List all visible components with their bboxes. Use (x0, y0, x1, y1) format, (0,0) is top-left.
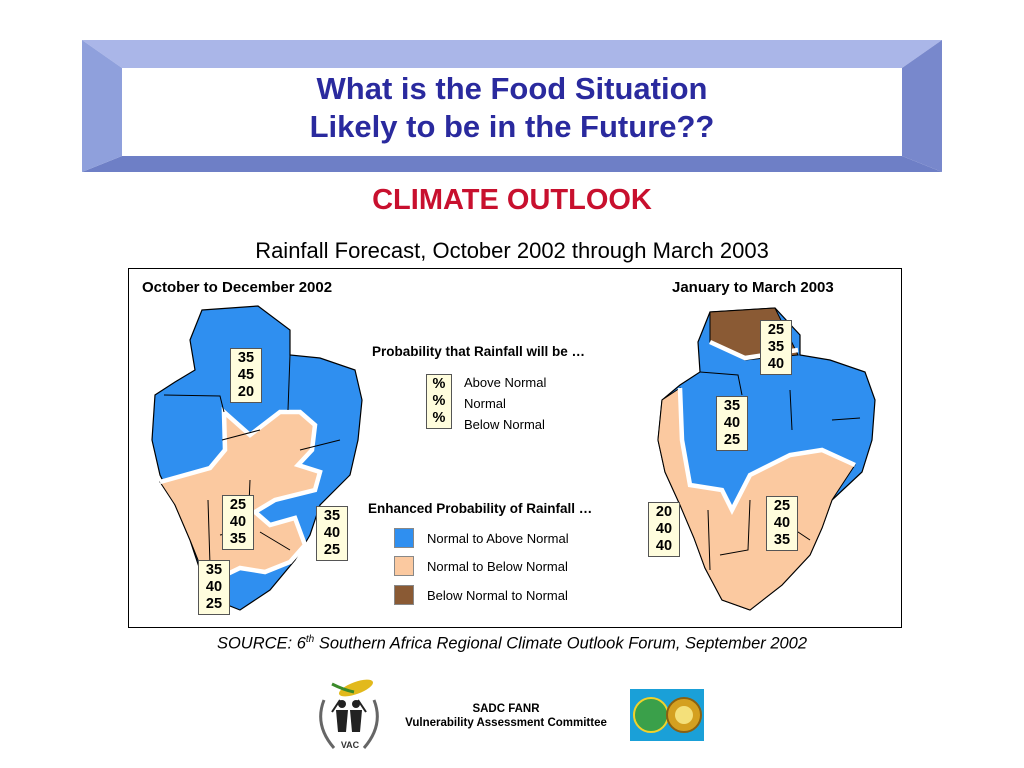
prob-normal: 40 (655, 521, 673, 537)
prob-above: 35 (237, 350, 255, 366)
probability-legend-heading: Probability that Rainfall will be … (372, 344, 586, 359)
prob-above: 35 (723, 398, 741, 414)
slide-title: What is the Food Situation Likely to be … (122, 70, 902, 146)
pct-label-above: Above Normal (464, 375, 547, 390)
org-line-2: Vulnerability Assessment Committee (405, 717, 607, 729)
prob-box-right-north: 25 35 40 (760, 320, 792, 375)
vac-logo-text: VAC (340, 740, 360, 750)
prob-above: 25 (767, 322, 785, 338)
prob-normal: 40 (229, 514, 247, 530)
map-panel (128, 268, 902, 628)
prob-below: 35 (773, 532, 791, 548)
prob-normal: 40 (773, 515, 791, 531)
prob-normal: 40 (205, 579, 223, 595)
prob-box-left-central: 25 40 35 (222, 495, 254, 550)
swatch-below-to-normal (394, 585, 414, 605)
prob-above: 25 (773, 498, 791, 514)
prob-box-left-south: 35 40 25 (198, 560, 230, 615)
sadc-fanr-logo (630, 689, 704, 741)
org-name: SADC FANR Vulnerability Assessment Commi… (386, 702, 626, 730)
legend-label-below-to-normal: Below Normal to Normal (427, 588, 568, 603)
pct-symbol-normal: % (432, 393, 446, 409)
swatch-normal-to-below (394, 556, 414, 576)
source-superscript: th (305, 634, 315, 645)
prob-box-right-west: 20 40 40 (648, 502, 680, 557)
title-banner (82, 40, 942, 172)
prob-above: 20 (655, 504, 673, 520)
prob-below: 25 (723, 432, 741, 448)
prob-box-right-central: 35 40 25 (716, 396, 748, 451)
title-line-1: What is the Food Situation (316, 71, 708, 106)
title-line-2: Likely to be in the Future?? (309, 109, 715, 144)
pct-label-below: Below Normal (464, 417, 545, 432)
prob-box-right-south: 25 40 35 (766, 496, 798, 551)
source-prefix: SOURCE: 6 (216, 634, 306, 653)
prob-box-left-north: 35 45 20 (230, 348, 262, 403)
map-jan-mar-2003 (657, 307, 876, 611)
map-oct-dec-2002 (151, 305, 363, 611)
period-left-label: October to December 2002 (142, 279, 333, 296)
percent-legend-box: % % % (426, 374, 452, 429)
prob-above: 35 (323, 508, 341, 524)
forecast-title: Rainfall Forecast, October 2002 through … (255, 238, 769, 263)
period-right-label: January to March 2003 (672, 279, 834, 296)
prob-below: 20 (237, 384, 255, 400)
prob-below: 40 (767, 356, 785, 372)
pct-symbol-above: % (432, 376, 446, 392)
swatch-normal-to-above (394, 528, 414, 548)
prob-below: 35 (229, 531, 247, 547)
enhanced-legend-heading: Enhanced Probability of Rainfall … (368, 501, 593, 516)
prob-box-left-east: 35 40 25 (316, 506, 348, 561)
prob-normal: 35 (767, 339, 785, 355)
source-suffix: Southern Africa Regional Climate Outlook… (314, 634, 808, 653)
prob-below: 40 (655, 538, 673, 554)
prob-normal: 45 (237, 367, 255, 383)
prob-above: 25 (229, 497, 247, 513)
pct-symbol-below: % (432, 410, 446, 426)
prob-below: 25 (205, 596, 223, 612)
org-line-1: SADC FANR (472, 703, 540, 715)
prob-normal: 40 (723, 415, 741, 431)
vac-logo (319, 679, 379, 749)
prob-above: 35 (205, 562, 223, 578)
source-citation: SOURCE: 6th Southern Africa Regional Cli… (0, 634, 1024, 654)
legend-label-normal-to-above: Normal to Above Normal (427, 531, 569, 546)
prob-normal: 40 (323, 525, 341, 541)
legend-label-normal-to-below: Normal to Below Normal (427, 559, 568, 574)
climate-outlook-heading: CLIMATE OUTLOOK (372, 184, 652, 216)
pct-label-normal: Normal (464, 396, 506, 411)
prob-below: 25 (323, 542, 341, 558)
